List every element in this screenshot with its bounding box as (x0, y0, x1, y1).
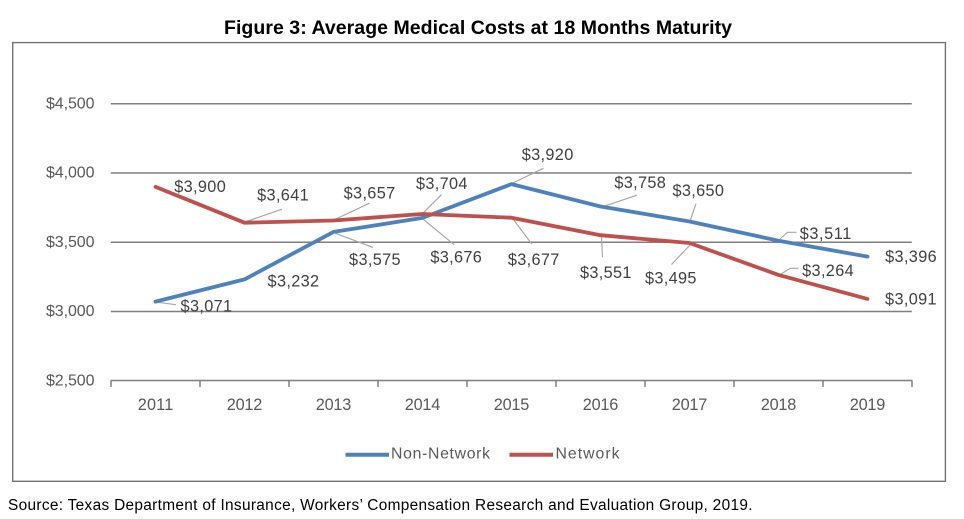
svg-text:$3,676: $3,676 (430, 249, 482, 267)
svg-text:$3,677: $3,677 (508, 251, 560, 269)
svg-text:$3,495: $3,495 (645, 270, 697, 288)
svg-text:2016: 2016 (583, 396, 619, 414)
svg-text:$3,575: $3,575 (349, 251, 401, 269)
svg-text:$3,091: $3,091 (885, 291, 937, 309)
svg-text:$4,500: $4,500 (46, 95, 95, 112)
svg-text:2018: 2018 (761, 396, 797, 414)
svg-text:2019: 2019 (850, 396, 886, 414)
svg-text:2013: 2013 (316, 396, 352, 414)
svg-text:Network: Network (556, 446, 620, 463)
svg-text:$4,000: $4,000 (46, 165, 95, 182)
svg-text:$3,264: $3,264 (802, 262, 854, 280)
svg-text:$3,657: $3,657 (344, 185, 396, 203)
svg-text:2015: 2015 (494, 396, 530, 414)
svg-text:$3,920: $3,920 (522, 146, 574, 164)
svg-text:$3,704: $3,704 (416, 175, 468, 193)
svg-text:$3,511: $3,511 (800, 225, 852, 243)
svg-text:2012: 2012 (227, 396, 263, 414)
svg-text:$2,500: $2,500 (46, 372, 95, 389)
svg-text:$3,758: $3,758 (614, 174, 666, 192)
svg-text:2011: 2011 (138, 396, 174, 414)
svg-text:Non-Network: Non-Network (391, 446, 490, 463)
svg-text:$3,000: $3,000 (46, 303, 95, 320)
svg-text:$3,500: $3,500 (46, 234, 95, 251)
svg-text:2014: 2014 (405, 396, 441, 414)
svg-text:Figure 3: Average Medical Cost: Figure 3: Average Medical Costs at 18 Mo… (224, 17, 732, 39)
svg-text:2017: 2017 (672, 396, 708, 414)
svg-text:$3,650: $3,650 (672, 182, 724, 200)
svg-text:$3,396: $3,396 (885, 248, 937, 266)
svg-text:$3,071: $3,071 (181, 298, 233, 316)
svg-text:Source: Texas Department of In: Source: Texas Department of Insurance, W… (8, 497, 753, 514)
svg-text:$3,641: $3,641 (257, 187, 309, 205)
svg-text:$3,551: $3,551 (580, 264, 632, 282)
svg-text:$3,232: $3,232 (268, 273, 320, 291)
svg-text:$3,900: $3,900 (174, 178, 226, 196)
